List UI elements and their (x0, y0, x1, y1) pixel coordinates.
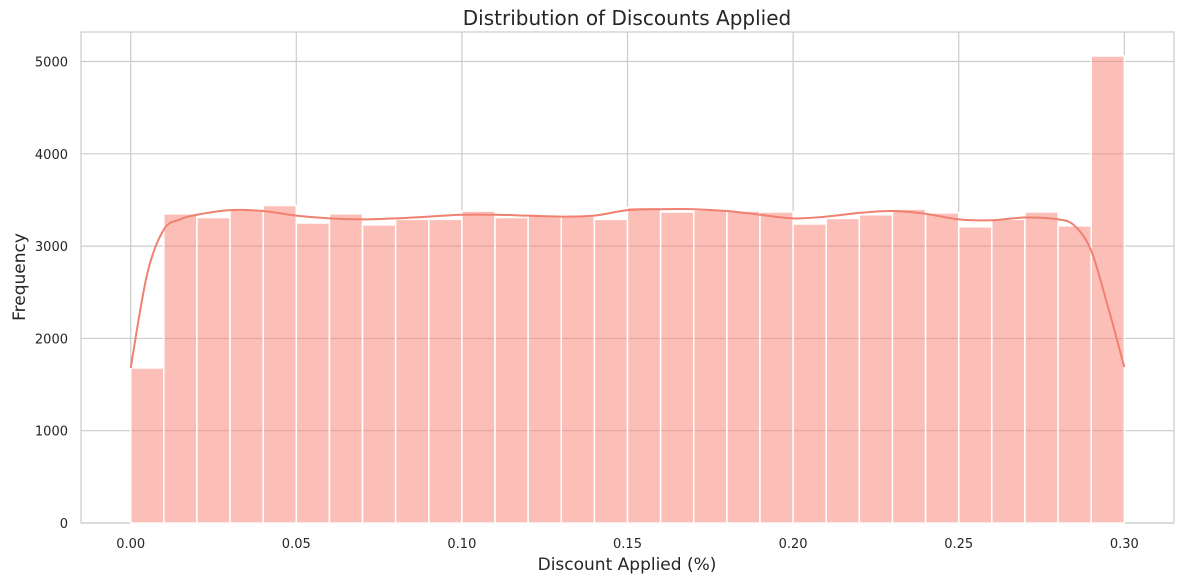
histogram-bar (196, 216, 231, 524)
x-tick-label: 0.05 (282, 537, 311, 552)
y-tick-label: 1000 (35, 425, 68, 440)
y-tick-label: 5000 (35, 56, 68, 71)
histogram-bar (891, 208, 927, 524)
histogram-bar (1090, 55, 1126, 524)
y-tick-labels: 0 1000 2000 3000 4000 5000 (35, 56, 68, 532)
histogram-bar (295, 222, 331, 524)
x-tick-label: 0.10 (447, 537, 476, 552)
histogram-bar (957, 225, 993, 524)
y-tick-label: 0 (60, 517, 68, 532)
histogram-bar (593, 218, 629, 524)
histogram-bar (759, 211, 794, 524)
histogram-bar (461, 210, 496, 524)
histogram-bar (163, 213, 198, 524)
histogram-bar (527, 214, 563, 524)
histogram-bar (428, 218, 463, 524)
histogram-bar (494, 216, 529, 524)
histogram-bar (262, 204, 298, 524)
histogram-bar (394, 218, 430, 524)
histogram-bar (825, 217, 861, 524)
histogram-bar (924, 212, 960, 524)
y-axis-label: Frequency (10, 233, 30, 321)
x-tick-label: 0.20 (779, 537, 808, 552)
histogram-bar (692, 209, 728, 524)
histogram-bar (659, 211, 695, 524)
histogram-bar (1024, 211, 1059, 524)
histogram-bar (560, 215, 596, 524)
histogram-bar (726, 210, 761, 524)
histogram-bar (792, 223, 827, 524)
x-tick-labels: 0.00 0.05 0.10 0.15 0.20 0.25 0.30 (116, 537, 1139, 552)
histogram-bar (129, 367, 165, 524)
x-tick-label: 0.25 (944, 537, 973, 552)
histogram-bar (991, 218, 1026, 524)
histogram-bar (626, 206, 662, 524)
kde-curve (129, 208, 1126, 369)
y-tick-label: 2000 (35, 332, 68, 347)
histogram-bar (328, 213, 364, 524)
histogram-bar (361, 224, 397, 524)
x-tick-label: 0.15 (613, 537, 642, 552)
y-tick-label: 3000 (35, 240, 68, 255)
x-tick-label: 0.30 (1110, 537, 1139, 552)
x-tick-label: 0.00 (116, 537, 145, 552)
histogram-bar (229, 209, 264, 524)
y-tick-label: 4000 (35, 148, 68, 163)
histogram-bar (858, 213, 894, 524)
x-axis-label: Discount Applied (%) (538, 555, 717, 575)
histogram-bar (1057, 225, 1092, 524)
histogram-bars (129, 55, 1126, 524)
chart-title: Distribution of Discounts Applied (463, 6, 791, 30)
